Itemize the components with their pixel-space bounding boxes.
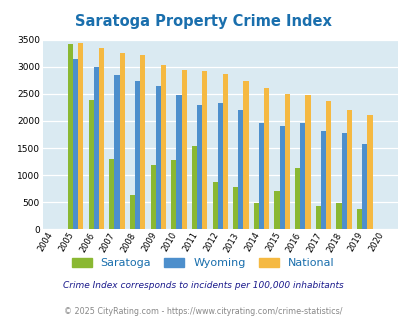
Bar [171,160,176,229]
Text: Crime Index corresponds to incidents per 100,000 inhabitants: Crime Index corresponds to incidents per… [62,281,343,290]
Bar [196,105,202,229]
Bar [274,191,279,229]
Bar [238,110,243,229]
Bar [176,95,181,229]
Bar [264,88,269,229]
Bar [336,203,341,229]
Bar [160,65,166,229]
Bar [325,101,330,229]
Bar [78,43,83,229]
Bar [232,186,238,229]
Bar [150,165,156,229]
Bar [114,75,119,229]
Bar [192,147,196,229]
Bar [94,67,99,229]
Bar [156,86,160,229]
Bar [258,123,264,229]
Bar [99,48,104,229]
Bar [181,70,186,229]
Bar [140,55,145,229]
Bar [361,144,367,229]
Bar [300,122,305,229]
Bar [356,209,361,229]
Bar [135,81,140,229]
Legend: Saratoga, Wyoming, National: Saratoga, Wyoming, National [68,255,337,272]
Bar [109,159,114,229]
Bar [341,133,346,229]
Bar [217,103,222,229]
Bar [222,74,228,229]
Bar [320,131,325,229]
Text: Saratoga Property Crime Index: Saratoga Property Crime Index [75,14,330,29]
Bar [305,95,310,229]
Bar [294,168,300,229]
Bar [284,94,289,229]
Bar [279,126,284,229]
Bar [367,115,372,229]
Bar [202,71,207,229]
Bar [243,81,248,229]
Bar [68,44,73,229]
Bar [88,100,94,229]
Bar [130,195,135,229]
Bar [346,110,351,229]
Text: © 2025 CityRating.com - https://www.cityrating.com/crime-statistics/: © 2025 CityRating.com - https://www.city… [64,307,341,316]
Bar [119,52,124,229]
Bar [315,206,320,229]
Bar [73,59,78,229]
Bar [253,203,258,229]
Bar [212,182,217,229]
